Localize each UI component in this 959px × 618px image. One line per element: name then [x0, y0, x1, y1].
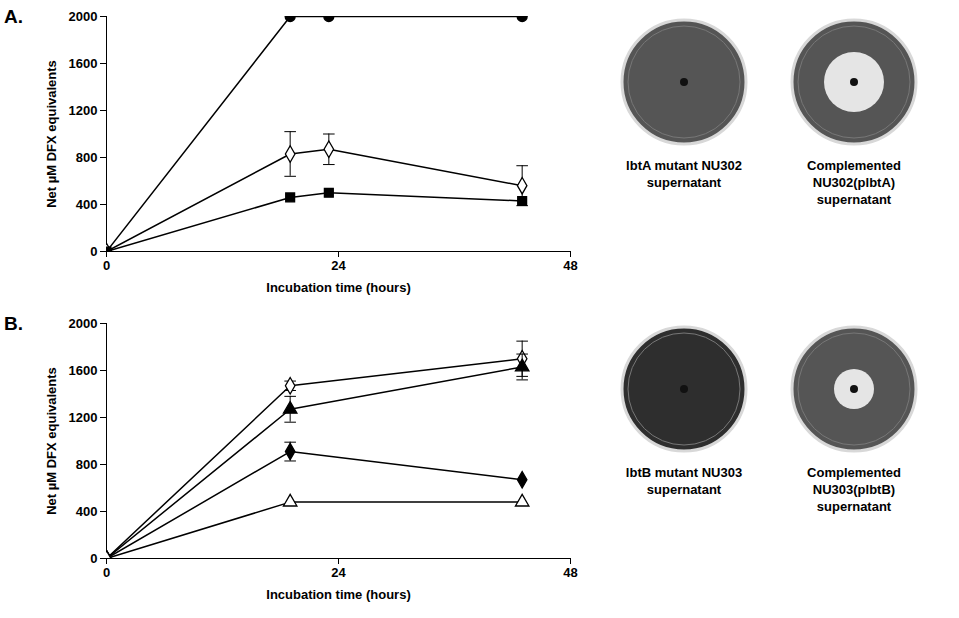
svg-text:lbtA mutant NU302: lbtA mutant NU302 — [626, 158, 742, 173]
svg-text:NU303(plbtB): NU303(plbtB) — [813, 482, 895, 497]
svg-text:800: 800 — [76, 457, 98, 472]
svg-text:Incubation time (hours): Incubation time (hours) — [266, 587, 410, 602]
svg-text:supernatant: supernatant — [817, 499, 892, 514]
svg-text:24: 24 — [331, 565, 346, 580]
svg-text:400: 400 — [76, 197, 98, 212]
html-text:B.: B. — [4, 313, 23, 334]
svg-text:Incubation time (hours): Incubation time (hours) — [266, 280, 410, 295]
svg-text:48: 48 — [563, 258, 577, 273]
svg-text:NU302(plbtA): NU302(plbtA) — [813, 175, 895, 190]
svg-text:1600: 1600 — [69, 363, 98, 378]
svg-text:0: 0 — [103, 258, 110, 273]
svg-text:1200: 1200 — [69, 410, 98, 425]
svg-text:supernatant: supernatant — [647, 175, 722, 190]
svg-text:lbtB mutant NU303: lbtB mutant NU303 — [626, 465, 742, 480]
svg-text:1600: 1600 — [69, 56, 98, 71]
svg-text:400: 400 — [76, 504, 98, 519]
svg-text:800: 800 — [76, 150, 98, 165]
svg-text:Complemented: Complemented — [807, 465, 901, 480]
svg-text:24: 24 — [331, 258, 346, 273]
svg-text:supernatant: supernatant — [647, 482, 722, 497]
svg-text:48: 48 — [563, 565, 577, 580]
svg-text:Complemented: Complemented — [807, 158, 901, 173]
svg-text:supernatant: supernatant — [817, 192, 892, 207]
html-text:A.: A. — [4, 6, 23, 27]
svg-text:0: 0 — [90, 551, 97, 566]
svg-text:Net µM DFX equivalents: Net µM DFX equivalents — [44, 367, 59, 515]
svg-text:0: 0 — [103, 565, 110, 580]
svg-text:0: 0 — [90, 244, 97, 259]
svg-text:Net µM DFX equivalents: Net µM DFX equivalents — [44, 60, 59, 208]
svg-text:2000: 2000 — [69, 9, 98, 24]
svg-text:2000: 2000 — [69, 316, 98, 331]
svg-text:1200: 1200 — [69, 103, 98, 118]
